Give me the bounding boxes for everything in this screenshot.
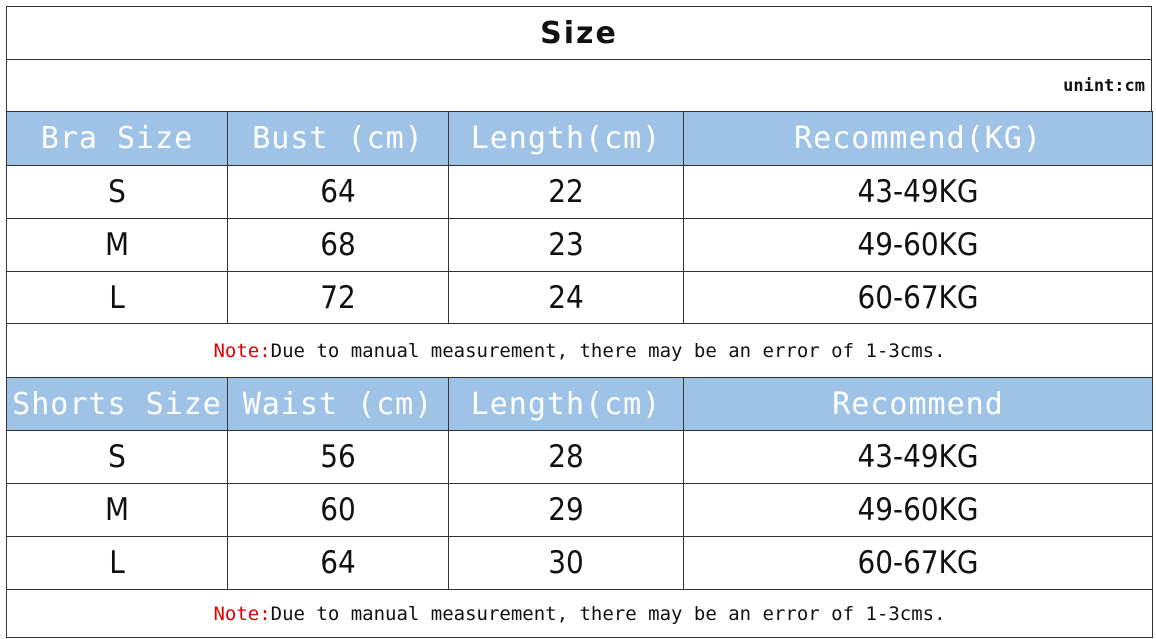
header-text: Shorts Size [12,386,222,422]
cell-text: S [108,174,126,210]
cell-text: 64 [320,545,356,581]
cell-text: 60 [320,492,356,528]
data-cell: 60-67KG [683,271,1153,324]
cell-text: 56 [320,439,356,475]
cell-text: 60-67KG [857,279,979,316]
header-cell: Bra Size [6,111,228,166]
note-label: Note: [213,339,271,362]
data-cell: L [6,271,228,324]
cell-text: 23 [548,227,584,263]
cell-text: 60-67KG [857,545,979,581]
cell-text: 43-49KG [857,174,979,210]
cell-text: 29 [548,492,584,528]
data-cell: S [6,430,228,484]
data-cell: M [6,483,228,537]
data-cell: L [6,536,228,590]
cell-text: 30 [548,545,584,581]
header-text: Recommend(KG) [794,121,1042,156]
data-cell: S [6,165,228,219]
cell-text: M [104,227,130,263]
data-cell: 60 [227,483,449,537]
cell-text: M [104,492,130,528]
data-cell: 29 [448,483,684,537]
header-text: Bust (cm) [252,121,424,156]
unit: unint:cm [1063,75,1145,96]
note-cell: Note: Due to manual measurement, there ma… [6,323,1153,378]
cell-text: 49-60KG [857,227,979,263]
title-cell: Size [6,6,1152,60]
cell-text: 24 [548,279,584,316]
header-cell: Recommend [683,377,1153,431]
header-cell: Length(cm) [448,377,684,431]
data-cell: 22 [448,165,684,219]
cell-text: L [109,279,125,316]
unit-cell: unint:cm [6,59,1152,112]
data-cell: 43-49KG [683,430,1153,484]
header-text: Bra Size [40,121,194,156]
note-cell: Note: Due to manual measurement, there ma… [6,589,1153,638]
header-cell: Recommend(KG) [683,111,1153,166]
header-cell: Bust (cm) [227,111,449,166]
data-cell: 64 [227,536,449,590]
data-cell: 60-67KG [683,536,1153,590]
data-cell: 28 [448,430,684,484]
cell-text: 64 [320,174,356,210]
cell-text: 49-60KG [857,492,979,528]
header-cell: Shorts Size [6,377,228,431]
data-cell: 64 [227,165,449,219]
data-cell: 56 [227,430,449,484]
note-label: Note: [213,602,271,625]
cell-text: S [108,439,126,475]
data-cell: 30 [448,536,684,590]
cell-text: 22 [548,174,584,210]
header-text: Waist (cm) [242,386,434,422]
note-text: Due to manual measurement, there may be … [270,602,946,625]
note-text: Due to manual measurement, there may be … [270,339,946,362]
cell-text: 28 [548,439,584,475]
data-cell: 72 [227,271,449,324]
header-text: Length(cm) [470,386,662,422]
data-cell: 49-60KG [683,483,1153,537]
cell-text: 43-49KG [857,439,979,475]
header-cell: Length(cm) [448,111,684,166]
cell-text: L [109,545,125,581]
title: Size [540,15,618,51]
data-cell: 68 [227,218,449,272]
data-cell: 43-49KG [683,165,1153,219]
data-cell: 24 [448,271,684,324]
header-text: Recommend [832,386,1004,422]
data-cell: 23 [448,218,684,272]
data-cell: 49-60KG [683,218,1153,272]
header-text: Length(cm) [470,121,662,156]
data-cell: M [6,218,228,272]
cell-text: 68 [320,227,356,263]
cell-text: 72 [320,279,356,316]
header-cell: Waist (cm) [227,377,449,431]
